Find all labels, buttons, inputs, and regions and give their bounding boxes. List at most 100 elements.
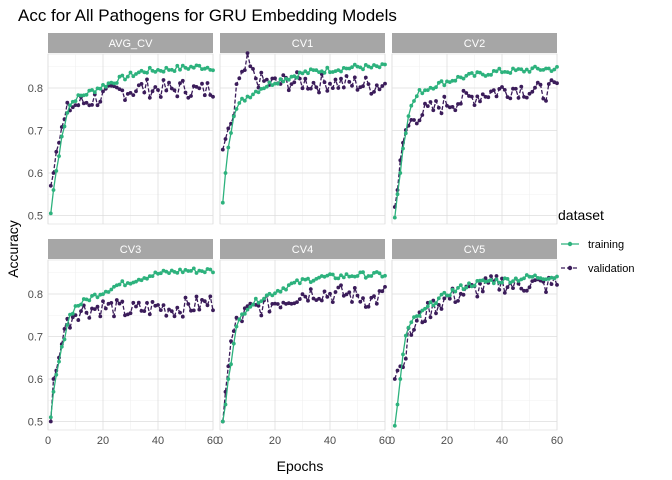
training-point bbox=[112, 284, 116, 289]
validation-point bbox=[139, 82, 144, 86]
validation-point bbox=[300, 292, 305, 297]
training-point bbox=[134, 72, 138, 76]
validation-point bbox=[48, 419, 53, 424]
validation-point bbox=[289, 82, 294, 86]
training-point bbox=[442, 290, 447, 295]
training-point bbox=[453, 289, 458, 294]
validation-point bbox=[286, 88, 291, 93]
validation-point bbox=[183, 295, 188, 300]
training-point bbox=[533, 64, 537, 69]
validation-point bbox=[442, 296, 447, 301]
validation-point bbox=[508, 96, 513, 101]
validation-point bbox=[189, 308, 193, 313]
facet-strip bbox=[392, 239, 557, 259]
training-point bbox=[62, 337, 67, 342]
validation-point bbox=[344, 292, 349, 297]
training-point bbox=[117, 282, 122, 287]
validation-point bbox=[358, 299, 363, 304]
validation-point bbox=[191, 308, 196, 313]
validation-point bbox=[73, 103, 78, 107]
training-point bbox=[223, 171, 228, 175]
validation-point bbox=[158, 95, 163, 99]
training-point bbox=[48, 211, 53, 216]
x-tick-label: 0 bbox=[45, 435, 51, 447]
validation-point bbox=[311, 80, 316, 85]
validation-point bbox=[350, 83, 354, 88]
validation-point bbox=[502, 88, 507, 92]
validation-point bbox=[172, 88, 177, 93]
validation-point bbox=[84, 100, 89, 105]
validation-point bbox=[220, 147, 225, 152]
training-point bbox=[211, 270, 215, 275]
validation-point bbox=[374, 83, 379, 88]
validation-point bbox=[417, 118, 422, 123]
validation-point bbox=[483, 94, 488, 99]
validation-point bbox=[527, 91, 532, 96]
validation-point bbox=[150, 300, 155, 304]
validation-point bbox=[366, 82, 371, 86]
validation-point bbox=[202, 93, 207, 98]
training-point bbox=[95, 86, 100, 91]
training-point bbox=[513, 276, 518, 281]
validation-point bbox=[242, 68, 247, 72]
training-point bbox=[123, 77, 127, 82]
validation-point bbox=[431, 298, 436, 303]
training-point bbox=[147, 65, 152, 70]
training-point bbox=[344, 272, 349, 276]
validation-point bbox=[505, 285, 510, 290]
validation-point bbox=[76, 318, 81, 322]
training-point bbox=[500, 280, 504, 285]
training-point bbox=[450, 287, 455, 292]
training-point bbox=[530, 66, 535, 71]
training-point bbox=[59, 344, 64, 349]
training-point bbox=[366, 274, 371, 278]
validation-point bbox=[469, 94, 474, 99]
training-point bbox=[527, 274, 532, 279]
validation-point bbox=[414, 318, 419, 323]
training-point bbox=[128, 70, 133, 75]
training-point bbox=[284, 287, 288, 292]
training-point bbox=[401, 146, 405, 151]
facet-strip-label: CV4 bbox=[292, 244, 313, 256]
training-point bbox=[516, 279, 521, 283]
validation-point bbox=[511, 286, 515, 290]
validation-point bbox=[158, 308, 163, 312]
training-point bbox=[153, 70, 158, 74]
validation-point bbox=[436, 105, 441, 110]
validation-point bbox=[480, 289, 485, 294]
training-point bbox=[134, 279, 138, 284]
x-tick-label: 60 bbox=[551, 435, 563, 447]
validation-point bbox=[95, 304, 100, 309]
training-point bbox=[65, 111, 70, 115]
validation-point bbox=[308, 287, 313, 291]
training-point bbox=[226, 377, 231, 381]
validation-point bbox=[70, 105, 75, 110]
validation-point bbox=[544, 290, 548, 294]
training-point bbox=[205, 267, 210, 271]
training-point bbox=[57, 359, 61, 364]
training-point bbox=[445, 293, 449, 298]
training-point bbox=[524, 273, 529, 277]
validation-point bbox=[120, 88, 125, 93]
training-point bbox=[350, 65, 354, 70]
validation-point bbox=[475, 294, 480, 299]
validation-point bbox=[439, 111, 444, 116]
training-point bbox=[363, 275, 368, 280]
validation-point bbox=[98, 99, 103, 104]
validation-point bbox=[403, 356, 408, 361]
validation-point bbox=[347, 290, 352, 295]
validation-point bbox=[248, 64, 253, 69]
validation-point bbox=[494, 94, 499, 99]
training-point bbox=[464, 73, 469, 78]
training-point bbox=[341, 275, 346, 280]
training-point bbox=[511, 66, 515, 71]
training-point bbox=[158, 271, 163, 276]
validation-point bbox=[420, 113, 425, 117]
training-point bbox=[90, 294, 94, 298]
validation-point bbox=[175, 94, 180, 99]
facet-panel-avg-cv: AVG_CV 0.5 0.6 0.7 0.8 bbox=[28, 33, 215, 225]
training-point bbox=[68, 103, 72, 108]
validation-point bbox=[259, 313, 264, 318]
training-point bbox=[339, 69, 343, 74]
legend-label: validation bbox=[588, 263, 634, 275]
